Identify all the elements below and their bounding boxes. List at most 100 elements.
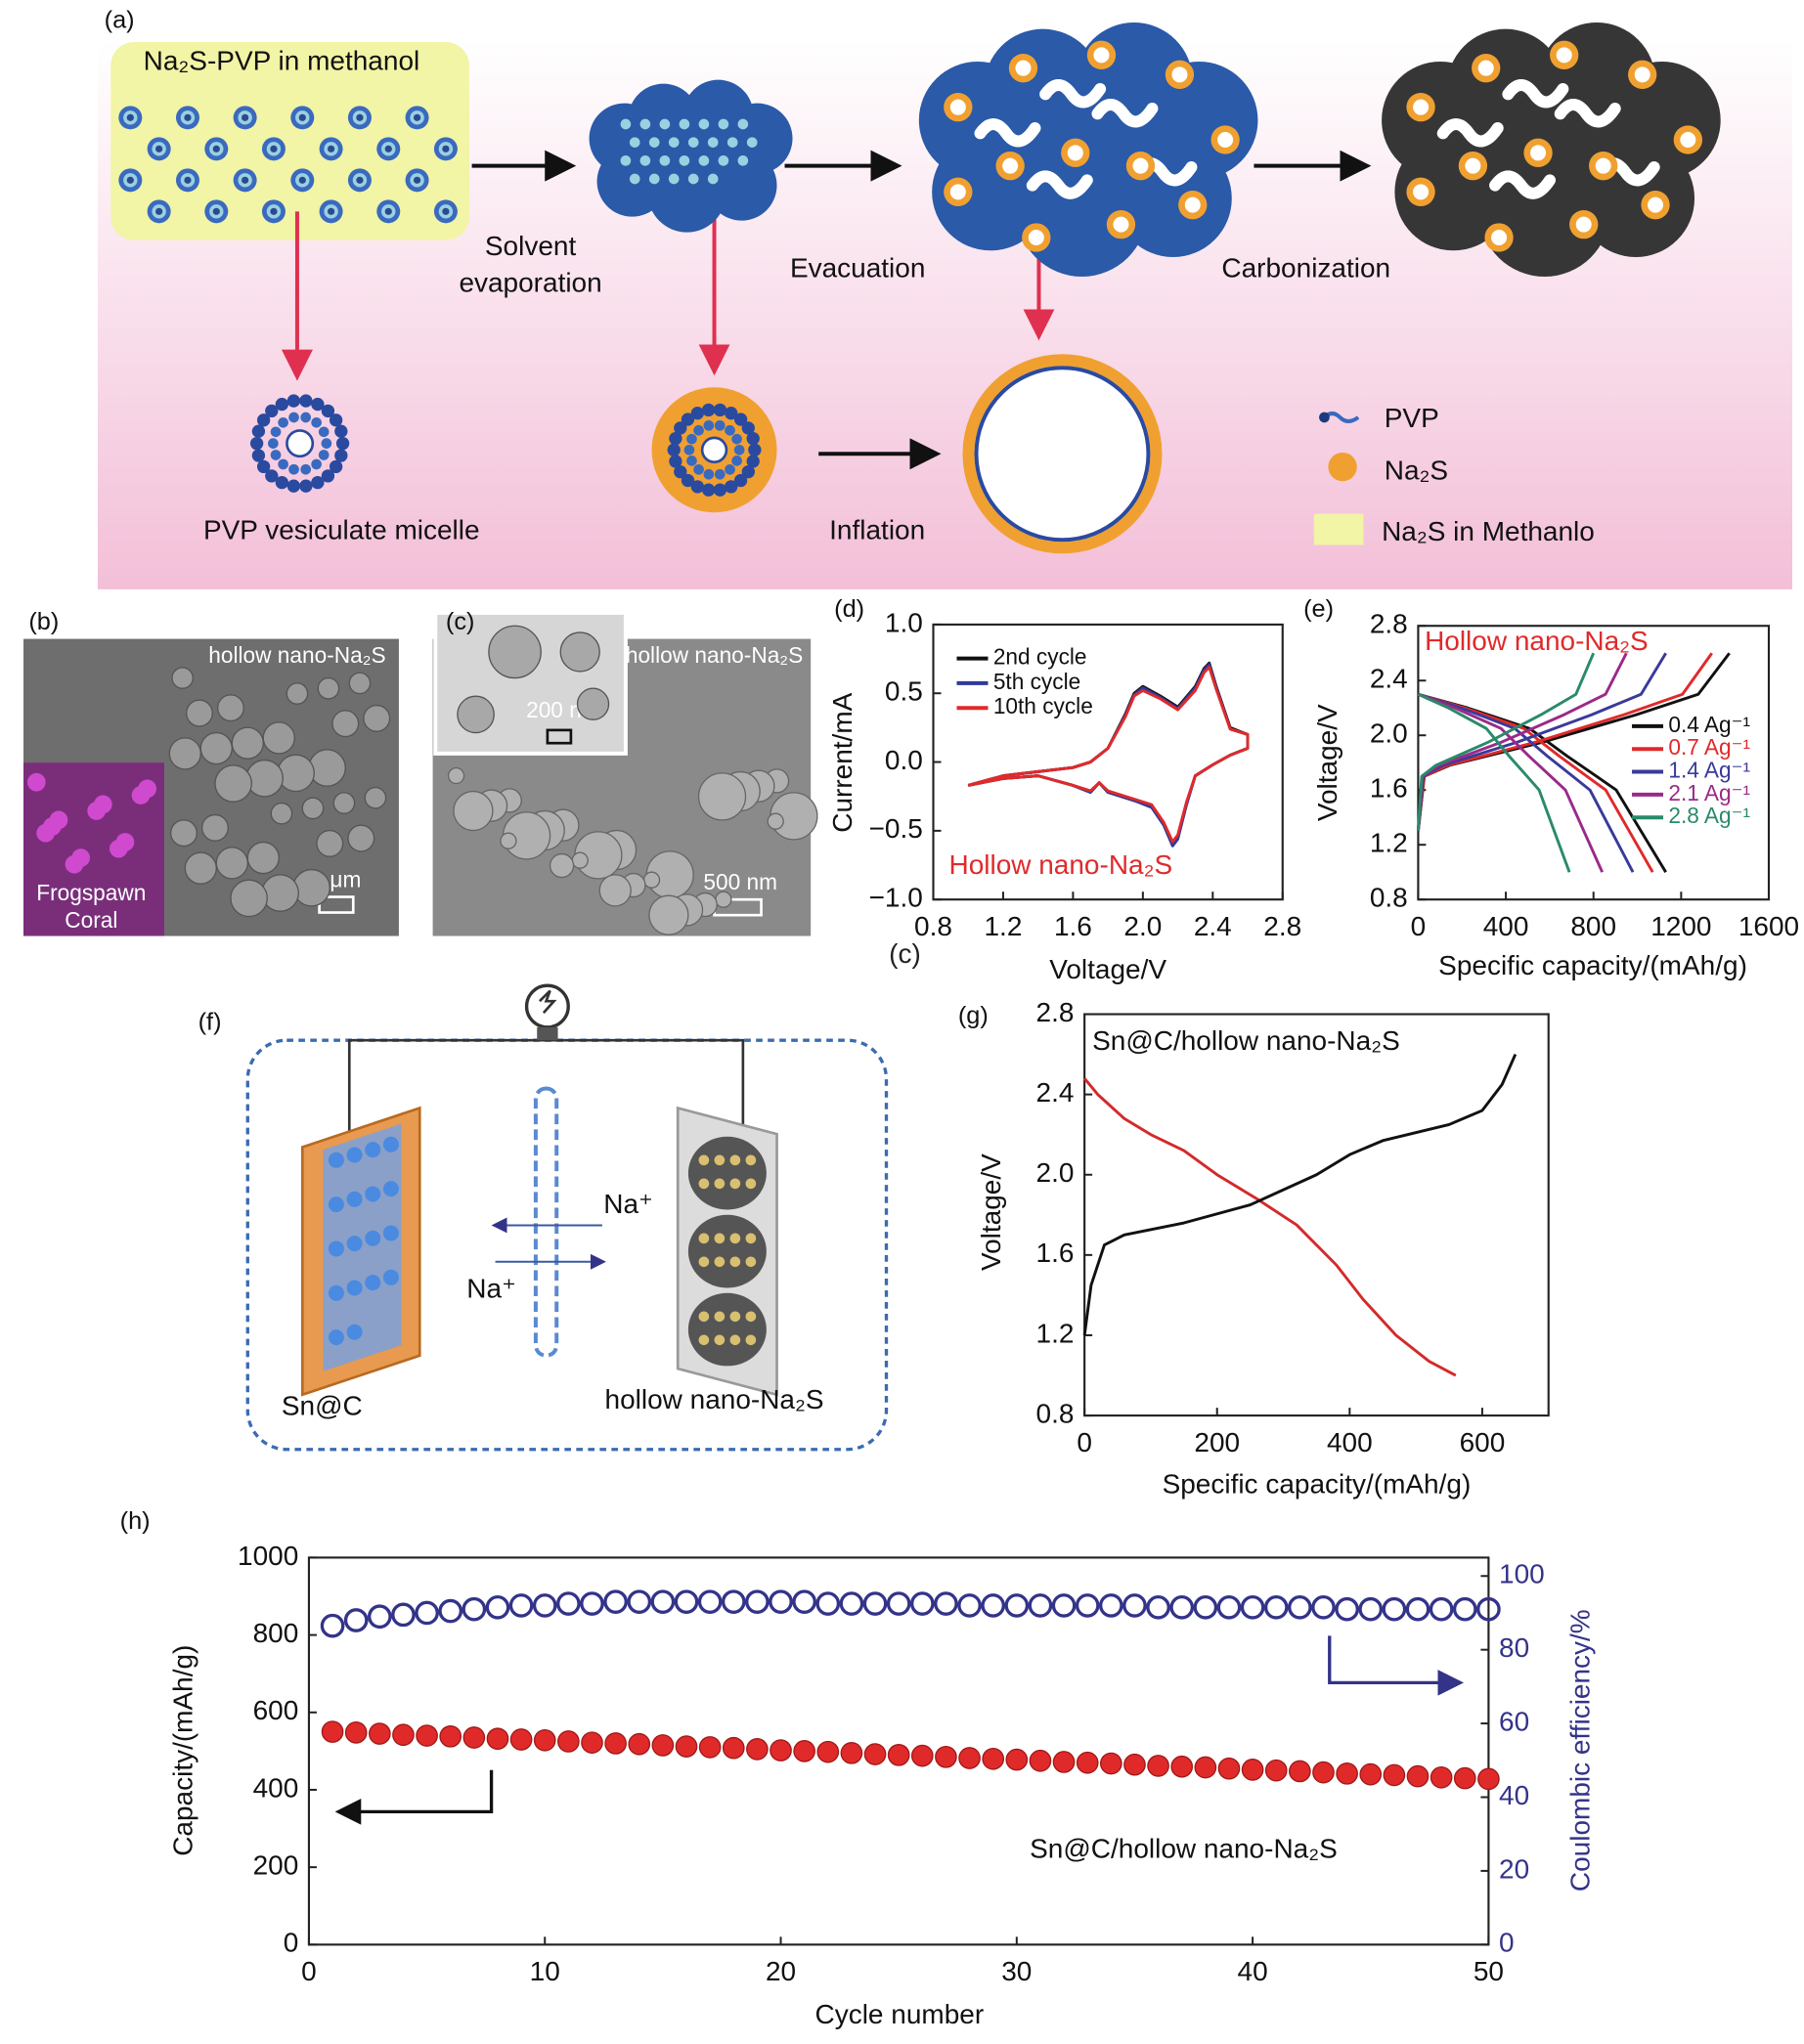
y2-tick-label: 60: [1499, 1706, 1529, 1736]
micelle-icon: [184, 113, 192, 121]
x-tick-label: 50: [1474, 1956, 1504, 1986]
legend-text: Na₂S: [1385, 455, 1448, 485]
data-point: [1430, 1765, 1453, 1789]
x-tick-label: 2.0: [1123, 911, 1162, 941]
y-tick-label: 2.4: [1036, 1077, 1075, 1108]
legend-label: 0.7 Ag⁻¹: [1668, 734, 1750, 760]
data-point: [392, 1723, 415, 1747]
sphere: [292, 868, 330, 907]
x-tick-label: 10: [530, 1956, 560, 1986]
micelle-icon: [328, 207, 335, 215]
inset-sphere: [36, 823, 55, 843]
micelle-bead: [731, 456, 742, 466]
data-point: [746, 1738, 769, 1761]
y-tick-label: 1.0: [885, 607, 923, 637]
sphere: [200, 813, 229, 842]
particle-core: [1002, 157, 1019, 174]
bulb-base: [537, 1026, 558, 1041]
particle-core: [1477, 60, 1494, 76]
data-point: [415, 1600, 439, 1626]
cathode-dot: [745, 1178, 757, 1190]
data-point: [320, 1613, 345, 1638]
x-axis-label: Voltage/V: [1049, 954, 1166, 984]
micelle-bead: [288, 412, 299, 423]
micelle-bead: [249, 436, 264, 451]
y-axis-label: Capacity/(mAh/g): [168, 1645, 198, 1856]
sphere: [447, 766, 465, 785]
cathode-dot: [745, 1154, 757, 1166]
sphere: [301, 797, 325, 820]
y-tick-label: 1.6: [1370, 773, 1408, 804]
x-tick-label: 800: [1570, 911, 1616, 941]
micelle-bead: [286, 394, 301, 408]
inset-sphere: [131, 786, 151, 805]
cathode-dot: [745, 1256, 757, 1268]
legend-icon: [1323, 411, 1360, 423]
inset-sphere: [65, 854, 84, 874]
micelle-icon: [212, 145, 220, 152]
data-point: [1240, 1594, 1265, 1620]
legend-label: 2.1 Ag⁻¹: [1668, 780, 1750, 805]
panel-label: (c): [446, 608, 475, 635]
data-point: [368, 1722, 391, 1745]
inflation-label: Inflation: [829, 515, 925, 545]
y2-axis-label: Coulombic efficiency/%: [1565, 1609, 1596, 1892]
micelle-bead: [681, 473, 695, 488]
data-point: [1429, 1596, 1454, 1622]
data-point: [1098, 1593, 1123, 1618]
x-axis-label: Cycle number: [815, 1999, 985, 2029]
data-point: [603, 1589, 628, 1614]
panel-a: (a) Na₂S-PVP in methanol Solvent evapora…: [97, 6, 1793, 589]
panel-label: (d): [834, 595, 864, 623]
data-point: [462, 1596, 487, 1622]
cloud-particle: [737, 118, 749, 130]
y-tick-label: 2.0: [1370, 718, 1408, 749]
micelle-bead: [686, 456, 697, 466]
micelle-core: [286, 429, 315, 458]
legend-label: 5th cycle: [993, 669, 1080, 694]
micelle-bead: [681, 413, 695, 426]
cathode-dot: [714, 1178, 726, 1190]
data-point: [957, 1593, 982, 1618]
series-line: [1083, 1077, 1457, 1377]
panel-f: (f) Na⁺ Na⁺ Sn@C hollow nano-Na₂S: [198, 983, 889, 1452]
y-tick-label: −1.0: [869, 883, 923, 913]
cathode-dot: [698, 1178, 710, 1190]
pore: [1026, 170, 1093, 199]
particle-core: [1217, 131, 1234, 148]
micelle-bead: [256, 413, 271, 427]
series-line: [1082, 1053, 1518, 1336]
micelle-icon: [270, 207, 278, 215]
particle-core: [1634, 66, 1650, 83]
data-point: [1406, 1764, 1430, 1788]
legend-label: 10th cycle: [993, 693, 1093, 718]
data-point: [557, 1730, 580, 1753]
data-point: [462, 1726, 486, 1749]
data-point: [485, 1594, 510, 1620]
micelle-bead: [690, 480, 705, 494]
cloud-particle: [718, 118, 729, 130]
micelle-icon: [242, 176, 249, 184]
particle-core: [1184, 196, 1201, 213]
cloud-particle: [639, 154, 651, 166]
micelle-bead: [268, 438, 279, 449]
data-point: [722, 1736, 745, 1760]
data-point: [343, 1608, 369, 1632]
x-tick-label: 400: [1483, 911, 1529, 941]
data-point: [1382, 1596, 1407, 1622]
data-point: [910, 1744, 934, 1767]
data-point: [628, 1732, 651, 1756]
particle-core: [1171, 66, 1188, 83]
y-tick-label: 1.6: [1036, 1238, 1075, 1268]
micelle-bead: [321, 469, 335, 483]
bulb-bolt: [538, 989, 557, 1015]
micelle-bead: [713, 403, 727, 417]
sn-particle: [365, 1142, 381, 1158]
micelle-bead: [693, 463, 704, 475]
cathode-dot: [698, 1334, 710, 1346]
cloud-particle: [659, 154, 671, 166]
data-point: [886, 1591, 911, 1616]
plot-frame: [1083, 1013, 1550, 1417]
